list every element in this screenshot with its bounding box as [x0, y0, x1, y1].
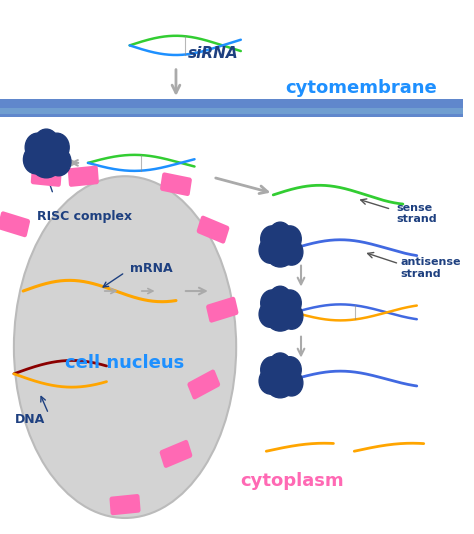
Circle shape [259, 368, 282, 394]
FancyBboxPatch shape [109, 494, 141, 515]
Circle shape [261, 290, 283, 316]
Text: cytomembrane: cytomembrane [285, 79, 437, 97]
Circle shape [279, 226, 301, 252]
FancyBboxPatch shape [0, 211, 30, 237]
Circle shape [45, 133, 69, 162]
Circle shape [280, 370, 303, 396]
Text: mRNA: mRNA [130, 262, 172, 274]
Circle shape [280, 239, 303, 265]
FancyBboxPatch shape [197, 216, 229, 244]
Text: DNA: DNA [15, 413, 45, 426]
FancyBboxPatch shape [187, 370, 220, 399]
Circle shape [259, 237, 282, 263]
Circle shape [34, 129, 59, 158]
Text: cell nucleus: cell nucleus [65, 354, 185, 372]
Circle shape [264, 230, 296, 267]
Circle shape [269, 222, 292, 248]
FancyBboxPatch shape [0, 108, 463, 114]
Circle shape [46, 147, 71, 176]
Circle shape [29, 137, 64, 178]
Circle shape [264, 360, 296, 398]
Circle shape [261, 226, 283, 252]
Circle shape [269, 353, 292, 379]
FancyBboxPatch shape [68, 166, 99, 187]
FancyBboxPatch shape [160, 172, 192, 196]
FancyBboxPatch shape [160, 440, 192, 468]
Circle shape [279, 357, 301, 383]
Text: antisense
strand: antisense strand [401, 257, 461, 279]
FancyBboxPatch shape [206, 297, 238, 323]
FancyBboxPatch shape [31, 166, 62, 187]
FancyBboxPatch shape [0, 99, 463, 117]
Circle shape [269, 286, 292, 312]
Circle shape [264, 294, 296, 331]
Circle shape [259, 301, 282, 327]
Text: siRNA: siRNA [188, 46, 238, 61]
Circle shape [25, 133, 50, 162]
Text: sense
strand: sense strand [396, 203, 437, 224]
Circle shape [23, 145, 48, 174]
Text: RISC complex: RISC complex [37, 210, 132, 223]
Circle shape [261, 357, 283, 383]
Circle shape [280, 303, 303, 329]
Circle shape [279, 290, 301, 316]
Ellipse shape [14, 176, 236, 518]
Text: cytoplasm: cytoplasm [240, 472, 344, 490]
